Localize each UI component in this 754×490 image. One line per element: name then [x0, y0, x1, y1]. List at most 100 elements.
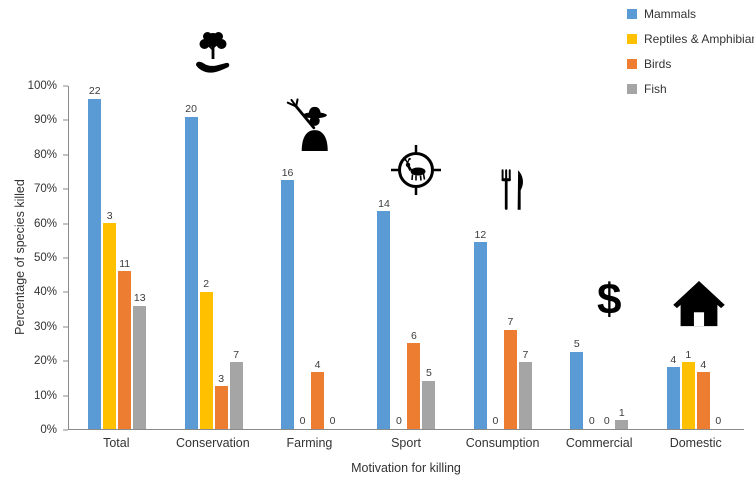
y-tick-mark — [63, 223, 68, 225]
bar-rect — [407, 343, 421, 429]
bar-rect — [570, 351, 584, 429]
bar-value-label: 5 — [426, 367, 432, 380]
legend-swatch — [627, 34, 637, 44]
bar-fish-commercial: 1 — [615, 86, 629, 429]
y-tick-label: 40% — [33, 286, 57, 299]
bar-value-label: 3 — [106, 209, 113, 222]
bar-group-total: 22 3 11 13 — [69, 85, 165, 429]
bar-mammals-farming: 16 — [281, 86, 295, 429]
bar-value-label: 0 — [588, 415, 595, 428]
bar-value-label: 7 — [522, 348, 529, 361]
bar-group-consumption: 12 0 7 7 — [455, 86, 551, 429]
y-tick-label: 20% — [33, 355, 57, 368]
bar-rect — [473, 242, 487, 429]
dollar-sign-icon: $ — [597, 275, 622, 324]
y-tick-label: 90% — [33, 114, 57, 127]
bar-reptiles-amphibians-sport: 0 — [392, 86, 405, 429]
fork-knife-icon — [496, 168, 528, 212]
bar-value-label: 7 — [507, 315, 514, 328]
bar-rect — [133, 305, 147, 429]
x-category-label-consumption: Consumption — [465, 436, 540, 450]
bar-value-label: 6 — [411, 329, 417, 342]
bar-value-label: 0 — [715, 415, 722, 428]
bar-birds-commercial: 0 — [600, 86, 613, 429]
bar-reptiles-amphibians-domestic: 1 — [681, 86, 695, 429]
bar-rect — [666, 367, 680, 429]
legend-item-birds: Birds — [627, 57, 754, 71]
plot-area: 22 3 11 13 20 2 3 7 16 0 4 0 14 0 6 5 12 0 7 7 5 0 0 1 4 1 4 0 — [68, 85, 744, 430]
bar-value-label: 2 — [203, 278, 210, 291]
y-tick-label: 0% — [40, 424, 57, 436]
y-tick-label: 100% — [27, 80, 57, 92]
bar-mammals-commercial: 5 — [570, 86, 584, 429]
bar-reptiles-amphibians-consumption: 0 — [489, 86, 502, 429]
bar-group-conservation: 20 2 3 7 — [165, 86, 261, 429]
bar-value-label: 1 — [618, 406, 625, 419]
legend-swatch — [627, 59, 637, 69]
y-tick-mark — [63, 154, 68, 156]
bar-mammals-conservation: 20 — [184, 86, 198, 429]
bar-value-label: 0 — [492, 415, 499, 428]
bar-fish-sport: 5 — [422, 86, 436, 429]
legend-item-reptiles-amphibians: Reptiles & Amphibians — [627, 32, 754, 46]
bar-birds-conservation: 3 — [214, 86, 228, 429]
legend-swatch — [627, 84, 637, 94]
y-tick-mark — [63, 291, 68, 293]
bar-rect — [681, 362, 695, 429]
y-tick-label: 70% — [33, 183, 57, 196]
bar-reptiles-amphibians-commercial: 0 — [585, 86, 598, 429]
bar-value-label: 14 — [378, 197, 390, 210]
bar-rect — [422, 380, 436, 429]
legend-item-mammals: Mammals — [627, 7, 754, 21]
bar-rect — [311, 372, 325, 429]
bar-value-label: 7 — [233, 348, 240, 361]
bar-rect — [281, 180, 295, 429]
bar-rect — [696, 372, 710, 429]
bar-rect — [229, 362, 243, 429]
bar-fish-conservation: 7 — [229, 86, 243, 429]
bar-rect — [503, 329, 517, 429]
x-category-label-domestic: Domestic — [669, 436, 722, 450]
y-tick-label: 60% — [33, 217, 57, 230]
bar-birds-consumption: 7 — [503, 86, 517, 429]
bar-value-label: 11 — [119, 257, 131, 270]
bar-mammals-consumption: 12 — [473, 86, 487, 429]
bar-mammals-sport: 14 — [377, 86, 391, 429]
legend-label: Fish — [644, 82, 667, 96]
y-tick-mark — [63, 326, 68, 328]
bar-fish-domestic: 0 — [712, 86, 725, 429]
bar-rect — [377, 211, 391, 429]
bar-value-label: 4 — [700, 358, 707, 371]
bar-mammals-domestic: 4 — [666, 86, 680, 429]
legend-item-fish: Fish — [627, 82, 754, 96]
bar-value-label: 3 — [218, 372, 225, 385]
legend-label: Birds — [644, 57, 672, 71]
bar-rect — [615, 420, 629, 429]
bar-fish-consumption: 7 — [518, 86, 532, 429]
bar-group-farming: 16 0 4 0 — [262, 86, 358, 429]
y-tick-label: 80% — [33, 148, 57, 161]
bar-value-label: 12 — [474, 228, 487, 241]
x-category-label-commercial: Commercial — [565, 436, 633, 450]
bar-birds-total: 11 — [118, 86, 132, 429]
bar-rect — [518, 362, 532, 429]
y-tick-mark — [63, 257, 68, 259]
y-tick-label: 50% — [33, 252, 57, 264]
y-axis-ticks: 0% 10% 20% 30% 40% 50% 60% 70% 80% 90% 100% — [0, 80, 68, 436]
y-tick-label: 30% — [33, 320, 57, 333]
x-axis-labels: Total Conservation Farming Sport Consumption… — [68, 436, 744, 450]
plant-in-hand-icon — [189, 27, 237, 79]
y-tick-mark — [63, 85, 68, 87]
x-axis-title: Motivation for killing — [351, 461, 461, 475]
bar-rect — [118, 271, 132, 429]
bar-fish-total: 13 — [133, 86, 147, 429]
y-tick-mark — [63, 360, 68, 362]
bar-mammals-total: 22 — [88, 85, 102, 429]
x-category-label-farming: Farming — [286, 436, 333, 450]
bar-value-label: 20 — [185, 103, 197, 116]
x-category-label-total: Total — [103, 436, 130, 450]
legend-swatch — [627, 9, 637, 19]
house-icon — [673, 281, 725, 327]
